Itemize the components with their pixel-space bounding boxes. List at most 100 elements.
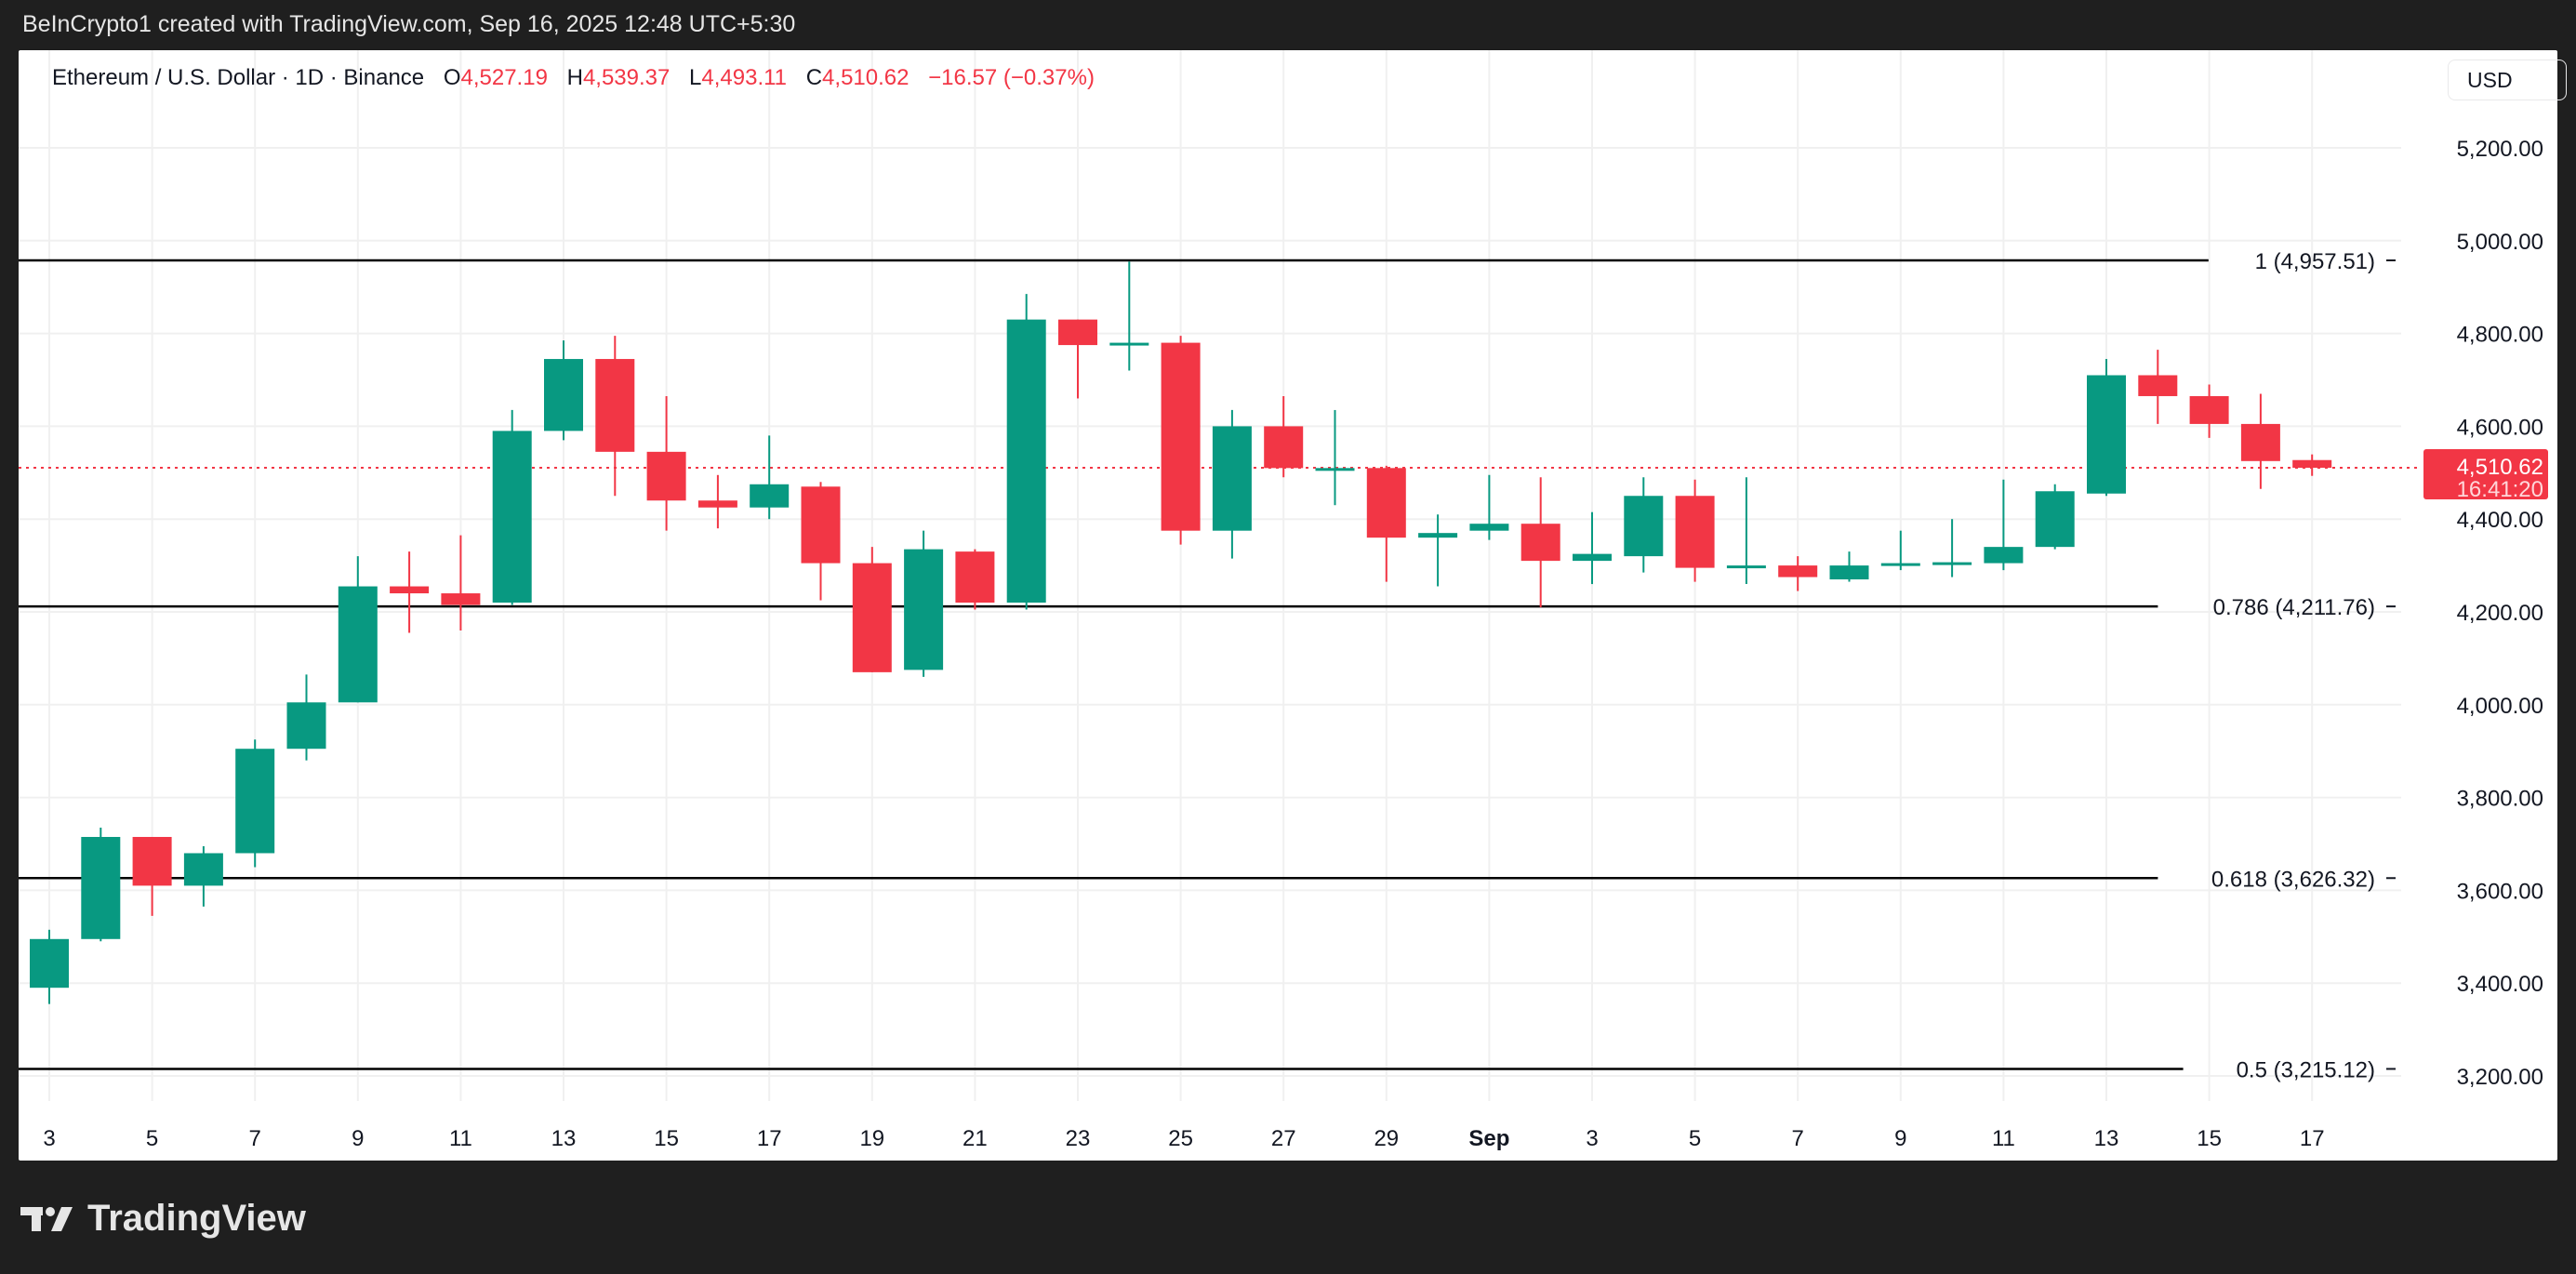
y-tick-label: 4,800.00 [2457,323,2543,348]
y-tick-label: 3,600.00 [2457,879,2543,904]
x-tick-label: 27 [1271,1126,1296,1151]
candle-body [286,702,326,750]
candle-body [852,563,892,672]
candle-body [2035,491,2075,548]
candle-body [441,593,481,605]
candle-body [1469,524,1509,531]
x-tick-label: 11 [449,1126,472,1151]
x-tick-label: 5 [146,1126,158,1151]
candle-body [2189,395,2229,424]
candle-body [1264,426,1304,469]
x-tick-label: 7 [249,1126,261,1151]
y-tick-label: 4,000.00 [2457,694,2543,719]
candle-body [2138,375,2178,396]
y-tick-label: 3,200.00 [2457,1065,2543,1090]
x-tick-label: 9 [352,1126,364,1151]
candle-body [1366,468,1406,538]
candle-body [1829,565,1869,580]
x-tick-label: 7 [1792,1126,1804,1151]
x-tick-label: 17 [2300,1126,2325,1151]
y-tick-label: 5,000.00 [2457,230,2543,255]
candle-body [595,359,635,452]
close-label: C [805,65,823,90]
candle-body [1880,563,1920,566]
high-value: 4,539.37 [582,65,671,90]
logo-text: TradingView [87,1198,306,1239]
candle-body [955,551,995,604]
candle-body [1778,565,1818,577]
candle-body [1726,565,1766,569]
y-tick-label: 5,200.00 [2457,137,2543,162]
tradingview-logo[interactable]: TradingView [20,1198,306,1240]
y-tick-label: 3,800.00 [2457,787,2543,812]
y-tick-label: 4,400.00 [2457,508,2543,533]
attribution-text: BeInCrypto1 created with TradingView.com… [22,11,796,37]
x-tick-label: 29 [1374,1126,1399,1151]
candle-body [1315,468,1355,471]
x-tick-label: 11 [1992,1126,2015,1151]
x-tick-label: Sep [1468,1126,1509,1151]
x-tick-label: 3 [43,1126,55,1151]
candle-body [492,431,532,604]
candle-body [1006,319,1046,604]
x-tick-label: 13 [2094,1126,2119,1151]
candle-body [904,549,944,670]
countdown-timer: 16:41:20 [2457,477,2543,502]
candle-body [235,749,275,854]
close-value: 4,510.62 [822,65,910,90]
candle-body [544,359,583,431]
x-tick-label: 15 [654,1126,679,1151]
y-tick-label: 3,400.00 [2457,972,2543,997]
candle-body [1212,426,1252,531]
candle-body [132,837,172,886]
low-value: 4,493.11 [701,65,788,90]
candlestick-chart[interactable]: 3,200.00 3,400.00 3,600.00 3,800.00 4,000.00… [19,50,2557,1161]
last-price-value: 4,510.62 [2457,455,2543,480]
fib-level-label: 0.5 (3,215.12) [2237,1057,2375,1082]
candle-body [1058,319,1097,346]
x-tick-label: 19 [859,1126,884,1151]
x-tick-label: 13 [551,1126,577,1151]
open-value: 4,527.19 [460,65,548,90]
candle-body [750,484,790,508]
open-label: O [443,65,461,90]
candle-body [646,451,686,501]
x-tick-label: 25 [1168,1126,1193,1151]
candle-body [2240,423,2280,461]
candle-body [1984,547,2024,564]
currency-button[interactable]: USD [2448,60,2567,100]
fib-level-label: 1 (4,957.51) [2255,249,2375,274]
symbol-legend: Ethereum / U.S. Dollar · 1D · Binance O4… [52,65,1095,91]
fib-level-label: 0.618 (3,626.32) [2211,867,2375,892]
candle-body [390,586,430,594]
tradingview-logo-icon [20,1206,73,1231]
x-tick-label: 21 [963,1126,988,1151]
candle-body [2292,459,2332,469]
candle-body [1520,524,1560,562]
x-tick-label: 5 [1689,1126,1701,1151]
x-tick-label: 3 [1586,1126,1598,1151]
fib-level-label: 0.786 (4,211.76) [2213,595,2375,620]
candle-body [338,586,378,703]
x-tick-label: 15 [2197,1126,2222,1151]
candle-body [30,938,69,989]
y-tick-label: 4,200.00 [2457,601,2543,626]
candle-body [2087,375,2126,494]
candle-body [697,500,737,508]
x-tick-label: 17 [757,1126,782,1151]
x-tick-label: 23 [1066,1126,1091,1151]
low-label: L [689,65,702,90]
candle-body [183,853,223,886]
candle-body [1161,342,1201,531]
candle-body [81,837,121,939]
last-price-tag [2423,449,2548,500]
chart-panel[interactable]: 3,200.00 3,400.00 3,600.00 3,800.00 4,000.00… [19,50,2567,1161]
x-tick-label: 9 [1894,1126,1906,1151]
symbol-title[interactable]: Ethereum / U.S. Dollar · 1D · Binance [52,65,425,90]
candle-body [1932,562,1972,565]
y-tick-label: 4,600.00 [2457,415,2543,440]
candle-body [1675,496,1715,568]
candle-body [1418,533,1458,538]
candle-body [1573,553,1612,562]
candle-body [1624,496,1664,557]
